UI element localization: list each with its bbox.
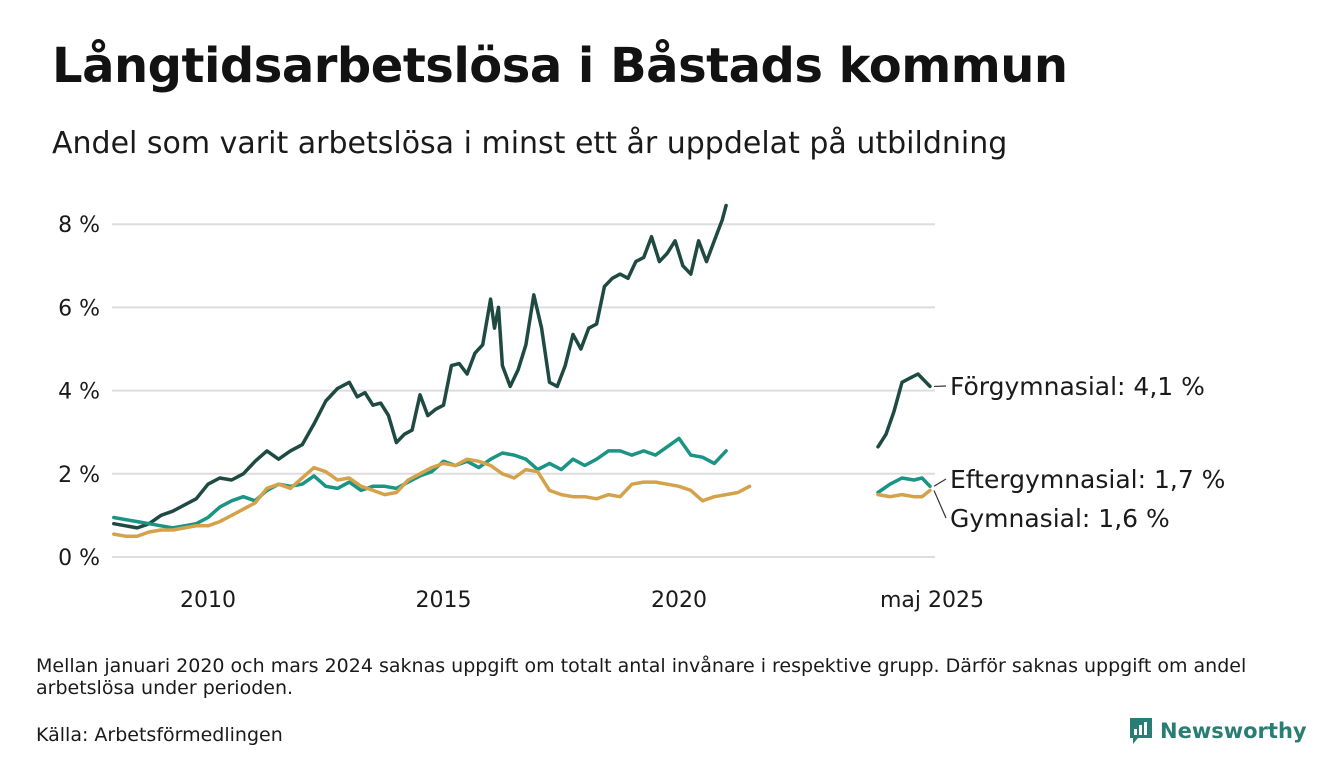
y-tick-label: 8 % [58,213,100,238]
label-leader-line [933,490,947,519]
series-line [876,372,932,449]
series-end-label: Förgymnasial: 4,1 % [950,372,1205,401]
series-end-label: Gymnasial: 1,6 % [950,504,1170,533]
brand-logo: Newsworthy [1128,716,1307,746]
series-line [112,436,728,530]
series-line [876,476,932,495]
y-tick-label: 0 % [58,546,100,571]
x-tick-label: 2015 [416,588,472,613]
x-tick-label: maj 2025 [880,588,984,613]
series-line [112,203,728,530]
series-line [112,457,752,538]
x-tick-label: 2010 [180,588,236,613]
chart-footnote: Mellan januari 2020 och mars 2024 saknas… [36,655,1247,699]
y-tick-label: 2 % [58,463,100,488]
bar-chart-speech-bubble-icon [1130,718,1152,744]
x-tick-label: 2020 [651,588,707,613]
series-end-label: Eftergymnasial: 1,7 % [950,465,1225,494]
label-leader-line [933,478,947,487]
chart-subtitle: Andel som varit arbetslösa i minst ett å… [52,126,1008,161]
chart-source: Källa: Arbetsförmedlingen [36,724,283,746]
brand-name: Newsworthy [1160,719,1307,743]
chart-title: Långtidsarbetslösa i Båstads kommun [52,38,1068,94]
series-line [876,488,932,499]
y-tick-label: 4 % [58,380,100,405]
y-tick-label: 6 % [58,296,100,321]
